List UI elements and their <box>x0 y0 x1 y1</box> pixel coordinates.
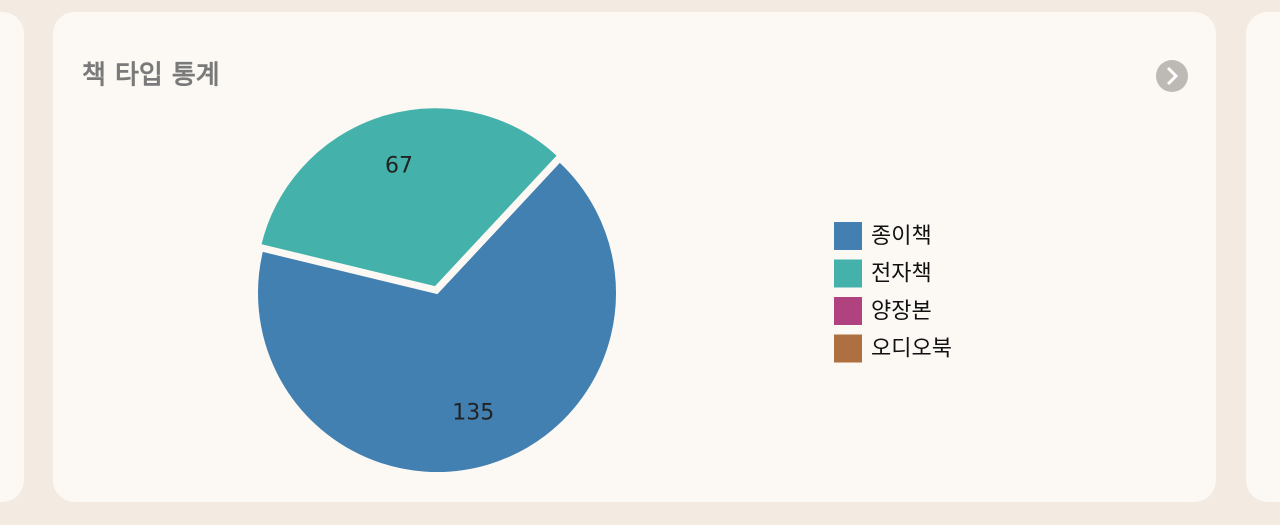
more-icon[interactable] <box>1156 60 1188 92</box>
chevron <box>1166 66 1179 86</box>
legend-label: 양장본 <box>871 299 932 324</box>
chart-title: 책 타입 통계 <box>82 61 220 91</box>
legend-swatch <box>834 222 862 250</box>
legend-label: 전자책 <box>871 262 932 287</box>
more-button[interactable] <box>1156 60 1188 92</box>
legend-swatch <box>834 334 862 363</box>
legend-label: 오디오북 <box>871 337 952 362</box>
side-card <box>1246 12 1280 502</box>
side-card <box>0 12 24 502</box>
card <box>53 12 1216 502</box>
pie-slice <box>259 106 560 289</box>
legend-label: 종이책 <box>871 224 932 249</box>
legend-swatch <box>834 297 862 325</box>
pie-slice <box>256 159 618 474</box>
data-label: 67 <box>385 154 413 179</box>
data-label: 135 <box>452 401 494 426</box>
legend-swatch <box>834 259 862 288</box>
